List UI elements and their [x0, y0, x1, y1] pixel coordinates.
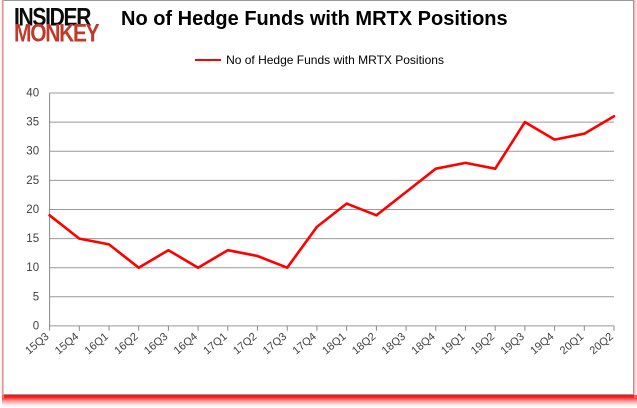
svg-text:20: 20	[26, 204, 39, 216]
svg-text:19Q3: 19Q3	[498, 331, 526, 357]
svg-text:16Q2: 16Q2	[112, 331, 140, 357]
svg-text:10: 10	[26, 262, 39, 274]
svg-text:30: 30	[26, 146, 39, 158]
svg-text:17Q4: 17Q4	[290, 331, 318, 357]
svg-text:16Q4: 16Q4	[172, 331, 200, 357]
svg-text:19Q4: 19Q4	[528, 331, 556, 357]
svg-text:35: 35	[26, 117, 39, 129]
svg-text:15Q4: 15Q4	[53, 331, 81, 357]
svg-text:25: 25	[26, 175, 39, 187]
svg-text:40: 40	[26, 87, 39, 99]
svg-text:16Q1: 16Q1	[83, 331, 111, 357]
svg-text:17Q3: 17Q3	[261, 331, 289, 357]
svg-text:20Q1: 20Q1	[558, 331, 586, 357]
svg-text:5: 5	[33, 291, 39, 303]
svg-text:18Q1: 18Q1	[320, 331, 348, 357]
svg-text:18Q2: 18Q2	[350, 331, 378, 357]
svg-text:18Q3: 18Q3	[380, 331, 408, 357]
svg-text:15Q3: 15Q3	[23, 331, 51, 357]
svg-text:19Q2: 19Q2	[469, 331, 497, 357]
svg-text:17Q1: 17Q1	[201, 331, 229, 357]
svg-text:19Q1: 19Q1	[439, 331, 467, 357]
svg-text:18Q4: 18Q4	[409, 331, 437, 357]
svg-text:20Q2: 20Q2	[588, 331, 616, 357]
svg-text:0: 0	[33, 320, 39, 332]
svg-text:15: 15	[26, 233, 39, 245]
svg-text:16Q3: 16Q3	[142, 331, 170, 357]
svg-text:17Q2: 17Q2	[231, 331, 259, 357]
